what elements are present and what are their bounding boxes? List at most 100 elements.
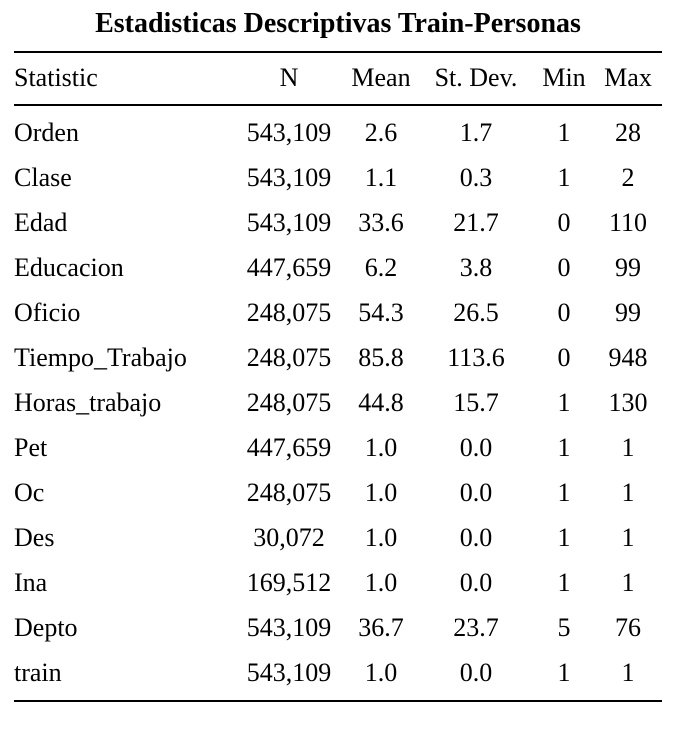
cell-min: 1 (557, 522, 571, 552)
cell-max: 1 (621, 522, 635, 552)
cell-n: 543,109 (246, 162, 332, 192)
cell-st-dev: 1.7 (459, 117, 493, 147)
cell-st-dev: 26.5 (453, 297, 499, 327)
table-row: Des 30,072 1.0 0.0 1 1 (14, 515, 662, 560)
table-row: Pet 447,659 1.0 0.0 1 1 (14, 425, 662, 470)
cell-max: 1 (621, 477, 635, 507)
column-header-statistic: Statistic (14, 63, 98, 92)
table-row: Clase 543,109 1.1 0.3 1 2 (14, 155, 662, 200)
cell-max: 28 (615, 117, 641, 147)
cell-statistic: Clase (14, 162, 72, 192)
cell-st-dev: 0.0 (459, 432, 493, 462)
cell-st-dev: 21.7 (453, 207, 499, 237)
cell-mean: 1.0 (364, 567, 398, 597)
cell-min: 1 (557, 117, 571, 147)
cell-n: 248,075 (246, 297, 332, 327)
cell-statistic: Educacion (14, 252, 124, 282)
cell-min: 1 (557, 567, 571, 597)
cell-max: 2 (621, 162, 635, 192)
cell-st-dev: 0.0 (459, 477, 493, 507)
cell-statistic: train (14, 657, 62, 687)
cell-mean: 54.3 (358, 297, 404, 327)
cell-statistic: Oficio (14, 297, 81, 327)
cell-min: 0 (557, 297, 571, 327)
cell-max: 99 (615, 252, 641, 282)
cell-min: 0 (557, 342, 571, 372)
column-header-n: N (279, 63, 299, 92)
cell-mean: 2.6 (364, 117, 398, 147)
cell-st-dev: 113.6 (447, 342, 505, 372)
cell-n: 543,109 (246, 612, 332, 642)
column-header-mean: Mean (351, 63, 411, 92)
bottom-rule (14, 700, 662, 702)
column-header-min: Min (542, 63, 586, 92)
cell-st-dev: 0.3 (459, 162, 493, 192)
cell-mean: 36.7 (358, 612, 404, 642)
column-header-st-dev: St. Dev. (434, 63, 518, 92)
cell-st-dev: 0.0 (459, 522, 493, 552)
cell-n: 169,512 (246, 567, 332, 597)
cell-max: 110 (608, 207, 648, 237)
cell-max: 130 (608, 387, 648, 417)
cell-mean: 85.8 (358, 342, 404, 372)
cell-statistic: Tiempo_Trabajo (14, 342, 187, 372)
table-row: Tiempo_Trabajo 248,075 85.8 113.6 0 948 (14, 335, 662, 380)
table-row: Edad 543,109 33.6 21.7 0 110 (14, 200, 662, 245)
cell-n: 248,075 (246, 387, 332, 417)
cell-statistic: Des (14, 522, 55, 552)
cell-statistic: Pet (14, 432, 48, 462)
cell-statistic: Horas_trabajo (14, 387, 162, 417)
cell-statistic: Orden (14, 117, 79, 147)
cell-min: 1 (557, 477, 571, 507)
cell-mean: 1.0 (364, 522, 398, 552)
cell-n: 543,109 (246, 657, 332, 687)
cell-mean: 6.2 (364, 252, 398, 282)
cell-n: 30,072 (253, 522, 325, 552)
cell-statistic: Edad (14, 207, 68, 237)
table-row: Oc 248,075 1.0 0.0 1 1 (14, 470, 662, 515)
cell-st-dev: 0.0 (459, 567, 493, 597)
cell-mean: 1.0 (364, 432, 398, 462)
cell-min: 1 (557, 387, 571, 417)
cell-mean: 1.1 (364, 162, 398, 192)
table-row: Orden 543,109 2.6 1.7 1 28 (14, 110, 662, 155)
cell-mean: 1.0 (364, 477, 398, 507)
stats-table-body: Orden 543,109 2.6 1.7 1 28 Clase 543,109 1.1 0.3 1… (14, 110, 662, 695)
cell-st-dev: 0.0 (459, 657, 493, 687)
cell-n: 447,659 (246, 252, 332, 282)
table-row: Oficio 248,075 54.3 26.5 0 99 (14, 290, 662, 335)
table-row: Educacion 447,659 6.2 3.8 0 99 (14, 245, 662, 290)
top-rule (14, 51, 662, 53)
cell-min: 1 (557, 432, 571, 462)
cell-max: 99 (615, 297, 641, 327)
cell-st-dev: 15.7 (453, 387, 499, 417)
header-table: Statistic N Mean St. Dev. Min Max (14, 56, 662, 100)
cell-min: 0 (557, 207, 571, 237)
header-row: Statistic N Mean St. Dev. Min Max (14, 56, 662, 100)
cell-st-dev: 23.7 (453, 612, 499, 642)
cell-min: 1 (557, 657, 571, 687)
column-header-max: Max (604, 63, 652, 92)
cell-max: 76 (615, 612, 641, 642)
header-rule (14, 104, 662, 106)
cell-st-dev: 3.8 (459, 252, 493, 282)
cell-n: 248,075 (246, 342, 332, 372)
table-row: train 543,109 1.0 0.0 1 1 (14, 650, 662, 695)
cell-max: 1 (621, 567, 635, 597)
cell-mean: 33.6 (358, 207, 404, 237)
cell-max: 1 (621, 432, 635, 462)
cell-min: 0 (557, 252, 571, 282)
cell-statistic: Ina (14, 567, 48, 597)
cell-n: 543,109 (246, 117, 332, 147)
cell-n: 447,659 (246, 432, 332, 462)
table-row: Horas_trabajo 248,075 44.8 15.7 1 130 (14, 380, 662, 425)
cell-min: 1 (557, 162, 571, 192)
cell-statistic: Oc (14, 477, 45, 507)
cell-statistic: Depto (14, 612, 78, 642)
table-row: Depto 543,109 36.7 23.7 5 76 (14, 605, 662, 650)
cell-min: 5 (557, 612, 571, 642)
table-title: Estadisticas Descriptivas Train-Personas (95, 8, 581, 39)
cell-n: 248,075 (246, 477, 332, 507)
cell-mean: 1.0 (364, 657, 398, 687)
cell-mean: 44.8 (358, 387, 404, 417)
